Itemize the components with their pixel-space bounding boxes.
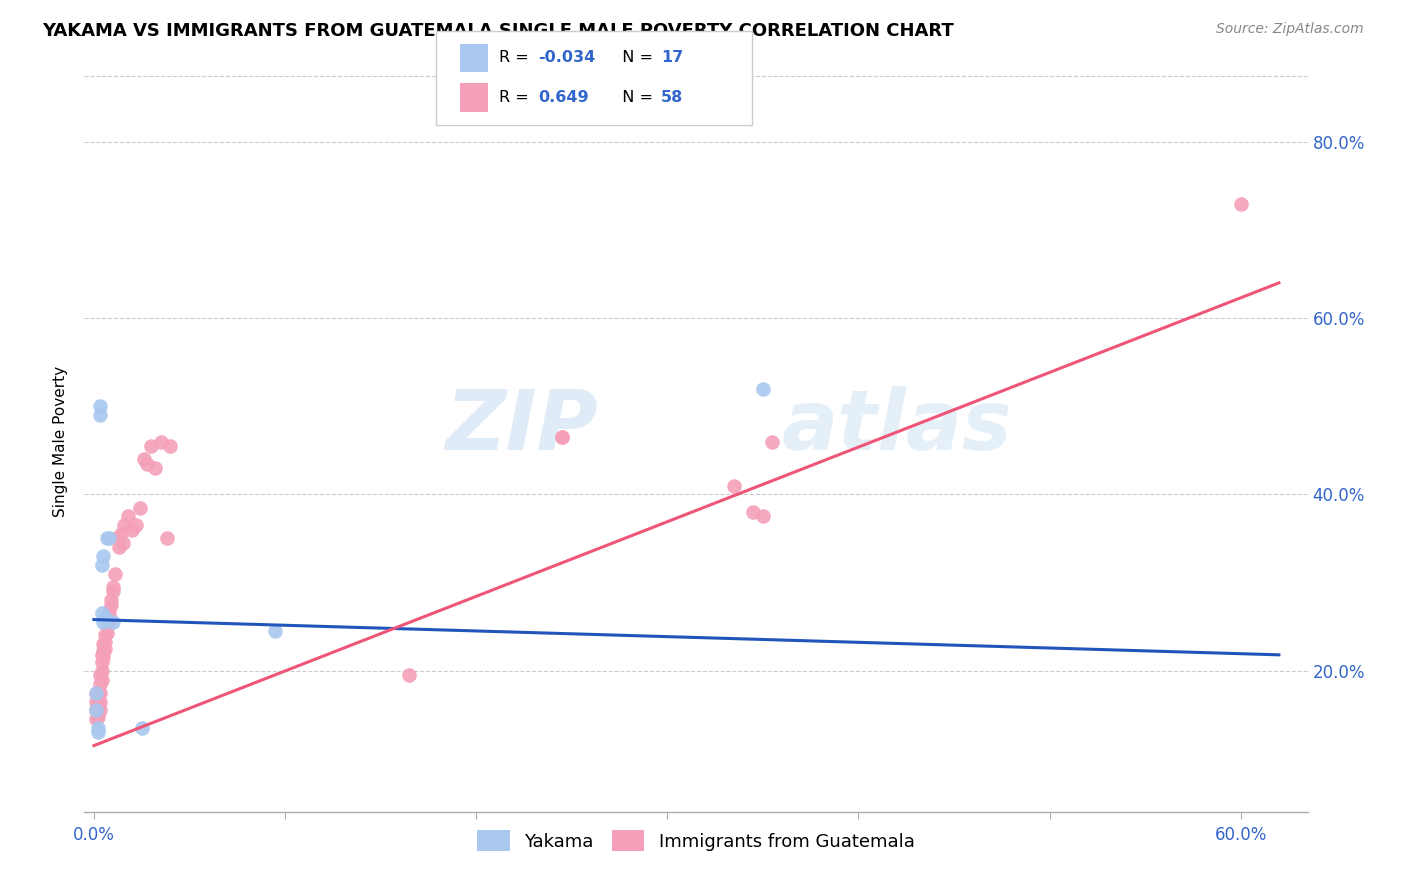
- Point: [100, 593, 122, 607]
- Point: [90, 664, 112, 678]
- Point: [89, 686, 111, 700]
- Point: [752, 382, 775, 396]
- Text: 0.649: 0.649: [538, 90, 589, 105]
- Point: [89, 677, 111, 691]
- Point: [84, 703, 107, 717]
- Point: [87, 692, 110, 706]
- Point: [94, 628, 117, 642]
- Point: [90, 607, 112, 621]
- Point: [107, 541, 129, 555]
- Point: [149, 434, 172, 449]
- Point: [101, 580, 124, 594]
- Point: [110, 527, 132, 541]
- Text: ZIP: ZIP: [446, 386, 598, 467]
- Point: [98, 604, 121, 618]
- Legend: Yakama, Immigrants from Guatemala: Yakama, Immigrants from Guatemala: [470, 823, 922, 858]
- Point: [84, 686, 107, 700]
- Point: [87, 700, 110, 714]
- Text: 58: 58: [661, 90, 683, 105]
- Point: [100, 599, 122, 613]
- Point: [398, 668, 420, 682]
- Text: -0.034: -0.034: [538, 50, 596, 65]
- Point: [551, 430, 574, 444]
- Point: [96, 619, 118, 633]
- Text: 17: 17: [661, 50, 683, 65]
- Point: [87, 709, 110, 723]
- Point: [90, 648, 112, 662]
- Point: [93, 637, 115, 651]
- Point: [94, 611, 117, 625]
- Point: [143, 461, 166, 475]
- Point: [93, 644, 115, 658]
- Text: R =: R =: [499, 90, 538, 105]
- Point: [90, 655, 112, 669]
- Point: [90, 673, 112, 687]
- Point: [87, 721, 110, 735]
- Point: [84, 694, 107, 708]
- Point: [93, 650, 115, 665]
- Point: [136, 457, 159, 471]
- Point: [132, 452, 155, 467]
- Point: [89, 703, 111, 717]
- Point: [87, 725, 110, 739]
- Text: Source: ZipAtlas.com: Source: ZipAtlas.com: [1216, 22, 1364, 37]
- Y-axis label: Single Male Poverty: Single Male Poverty: [53, 366, 69, 517]
- Point: [155, 532, 177, 546]
- Point: [84, 712, 107, 726]
- Point: [761, 434, 783, 449]
- Point: [96, 625, 118, 640]
- Point: [104, 566, 127, 581]
- Point: [98, 532, 121, 546]
- Point: [125, 518, 148, 533]
- Point: [264, 624, 287, 638]
- Point: [89, 408, 111, 422]
- Point: [89, 668, 111, 682]
- Text: N =: N =: [612, 90, 658, 105]
- Point: [742, 505, 765, 519]
- Text: atlas: atlas: [782, 386, 1012, 467]
- Point: [89, 694, 111, 708]
- Point: [752, 509, 775, 524]
- Point: [101, 584, 124, 599]
- Point: [96, 613, 118, 627]
- Point: [101, 615, 124, 630]
- Point: [84, 703, 107, 717]
- Point: [84, 686, 107, 700]
- Point: [90, 558, 112, 572]
- Point: [723, 478, 745, 492]
- Point: [93, 549, 115, 563]
- Point: [89, 399, 111, 413]
- Point: [117, 509, 139, 524]
- Point: [98, 615, 121, 629]
- Point: [94, 641, 117, 656]
- Text: YAKAMA VS IMMIGRANTS FROM GUATEMALA SINGLE MALE POVERTY CORRELATION CHART: YAKAMA VS IMMIGRANTS FROM GUATEMALA SING…: [42, 22, 953, 40]
- Point: [551, 430, 574, 444]
- Point: [98, 609, 121, 624]
- Point: [94, 635, 117, 649]
- Point: [93, 615, 115, 630]
- Point: [96, 532, 118, 546]
- Point: [105, 532, 128, 546]
- Text: N =: N =: [612, 50, 658, 65]
- Point: [131, 721, 153, 735]
- Text: R =: R =: [499, 50, 534, 65]
- Point: [128, 500, 150, 515]
- Point: [87, 686, 110, 700]
- Point: [1229, 196, 1251, 211]
- Point: [121, 523, 143, 537]
- Point: [114, 518, 136, 533]
- Point: [141, 439, 163, 453]
- Point: [111, 536, 134, 550]
- Point: [159, 439, 181, 453]
